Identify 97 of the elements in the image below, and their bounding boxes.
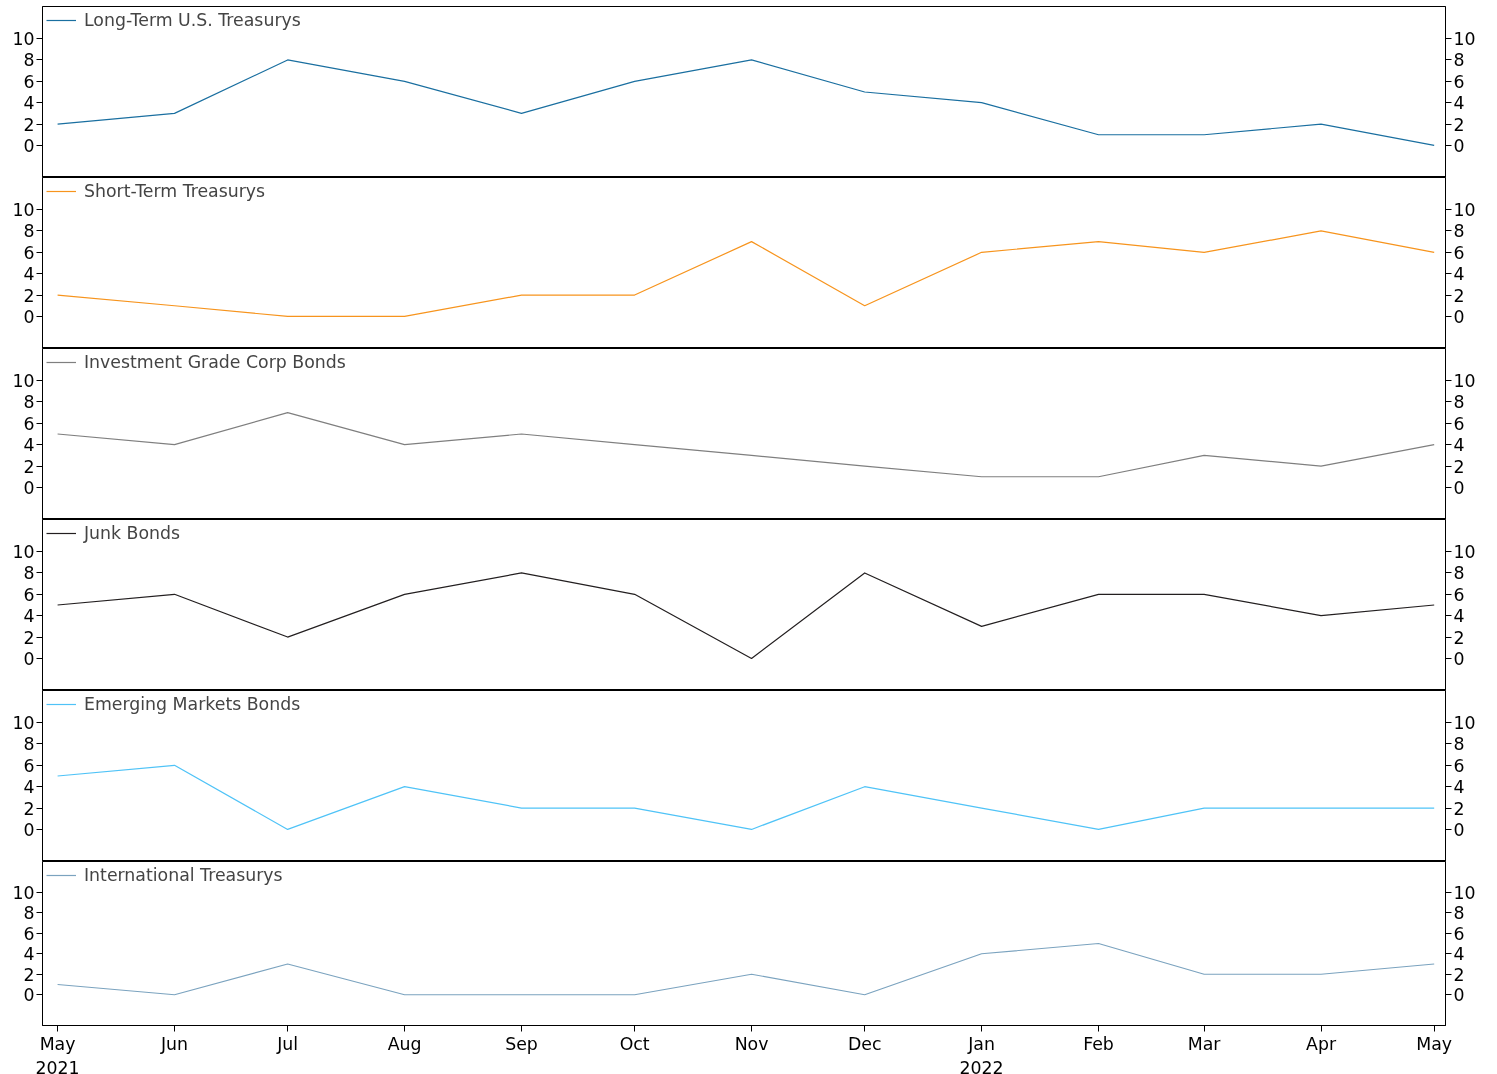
y2-tick-label: 10 [1453,542,1476,563]
y-tick-label: 4 [23,435,35,456]
y-tick-label: 6 [23,584,35,605]
x-tick-label: Jul [276,1033,299,1054]
legend-label: Short-Term Treasurys [84,181,266,201]
line-series [56,764,1435,831]
x-tick-label: Apr [1306,1033,1337,1054]
y-tick-label: 8 [23,221,35,242]
y-tick-label: 2 [23,627,35,648]
y2-tick-label: 6 [1453,413,1465,434]
y-tick-label: 6 [23,755,35,776]
y-tick-label: 4 [23,264,35,285]
x-tick-label: May [1416,1033,1453,1054]
x-tick-label: Jan 2022 [959,1033,1004,1074]
y-tick-label: 0 [23,477,35,498]
y-tick-label: 0 [23,819,35,840]
x-tick-label: Nov [734,1033,769,1054]
y2-tick-label: 2 [1453,798,1465,819]
legend-label: Emerging Markets Bonds [84,694,301,714]
y-tick-label: 8 [23,563,35,584]
y-tick-label: 4 [23,944,35,965]
y-tick-label: 6 [23,413,35,434]
y2-tick-label: 8 [1453,392,1465,413]
y2-tick-label: 2 [1453,285,1465,306]
x-tick-label: Jun [159,1033,189,1054]
y-tick-label: 8 [23,903,35,924]
y2-tick-label: 2 [1453,627,1465,648]
y2-tick-label: 10 [1453,371,1476,392]
y2-tick-label: 6 [1453,923,1465,944]
x-tick-label: Sep [505,1033,538,1054]
y-tick-label: 4 [23,93,35,114]
y2-tick-label: 0 [1453,477,1465,498]
y2-tick-label: 2 [1453,114,1465,135]
y2-tick-label: 10 [1453,200,1476,221]
y-tick-label: 2 [23,456,35,477]
y2-tick-label: 6 [1453,71,1465,92]
y2-tick-label: 4 [1453,606,1465,627]
x-tick-label: Oct [619,1033,650,1054]
y2-tick-label: 0 [1453,985,1465,1006]
y-tick-label: 10 [12,882,35,903]
line-series [56,59,1435,147]
y2-tick-label: 6 [1453,584,1465,605]
y2-tick-label: 10 [1453,713,1476,734]
y-tick-label: 10 [12,713,35,734]
y-tick-label: 0 [23,135,35,156]
y-tick-label: 0 [23,648,35,669]
y2-tick-label: 0 [1453,648,1465,669]
x-tick-label: Feb [1083,1033,1114,1054]
y2-tick-label: 6 [1453,755,1465,776]
y-tick-label: 0 [23,306,35,327]
y2-tick-label: 4 [1453,435,1465,456]
legend-label: Junk Bonds [84,523,181,543]
y-tick-label: 10 [12,29,35,50]
y2-tick-label: 8 [1453,563,1465,584]
line-series [56,572,1435,660]
y2-tick-label: 6 [1453,242,1465,263]
y-tick-label: 6 [23,923,35,944]
y-tick-label: 8 [23,50,35,71]
x-tick-label: Dec [847,1033,882,1054]
y-tick-label: 8 [23,392,35,413]
y2-tick-label: 8 [1453,221,1465,242]
y-tick-label: 2 [23,114,35,135]
legend-label: Investment Grade Corp Bonds [84,352,346,372]
legend-label: Long-Term U.S. Treasurys [84,10,301,30]
x-tick-label: Mar [1187,1033,1222,1054]
line-series [56,412,1435,478]
y2-tick-label: 0 [1453,819,1465,840]
y-tick-label: 10 [12,542,35,563]
y2-tick-label: 2 [1453,456,1465,477]
y2-tick-label: 0 [1453,135,1465,156]
y2-tick-label: 4 [1453,777,1465,798]
y2-tick-label: 4 [1453,93,1465,114]
y-tick-label: 2 [23,798,35,819]
y2-tick-label: 8 [1453,50,1465,71]
y2-tick-label: 2 [1453,964,1465,985]
x-tick-label: May 2021 [35,1033,80,1074]
y2-tick-label: 10 [1453,882,1476,903]
y-tick-label: 6 [23,71,35,92]
y-tick-label: 10 [12,371,35,392]
y2-tick-label: 0 [1453,306,1465,327]
y2-tick-label: 4 [1453,944,1465,965]
y-tick-label: 4 [23,777,35,798]
y-tick-label: 2 [23,964,35,985]
x-tick-label: Aug [387,1033,422,1054]
line-series [56,942,1435,996]
line-series [56,230,1435,318]
y-tick-label: 2 [23,285,35,306]
legend-label: International Treasurys [84,865,283,885]
y-tick-label: 8 [23,734,35,755]
y-tick-label: 6 [23,242,35,263]
y2-tick-label: 10 [1453,29,1476,50]
y2-tick-label: 4 [1453,264,1465,285]
y-tick-label: 4 [23,606,35,627]
y-tick-label: 10 [12,200,35,221]
y-tick-label: 0 [23,985,35,1006]
y2-tick-label: 8 [1453,734,1465,755]
y2-tick-label: 8 [1453,903,1465,924]
